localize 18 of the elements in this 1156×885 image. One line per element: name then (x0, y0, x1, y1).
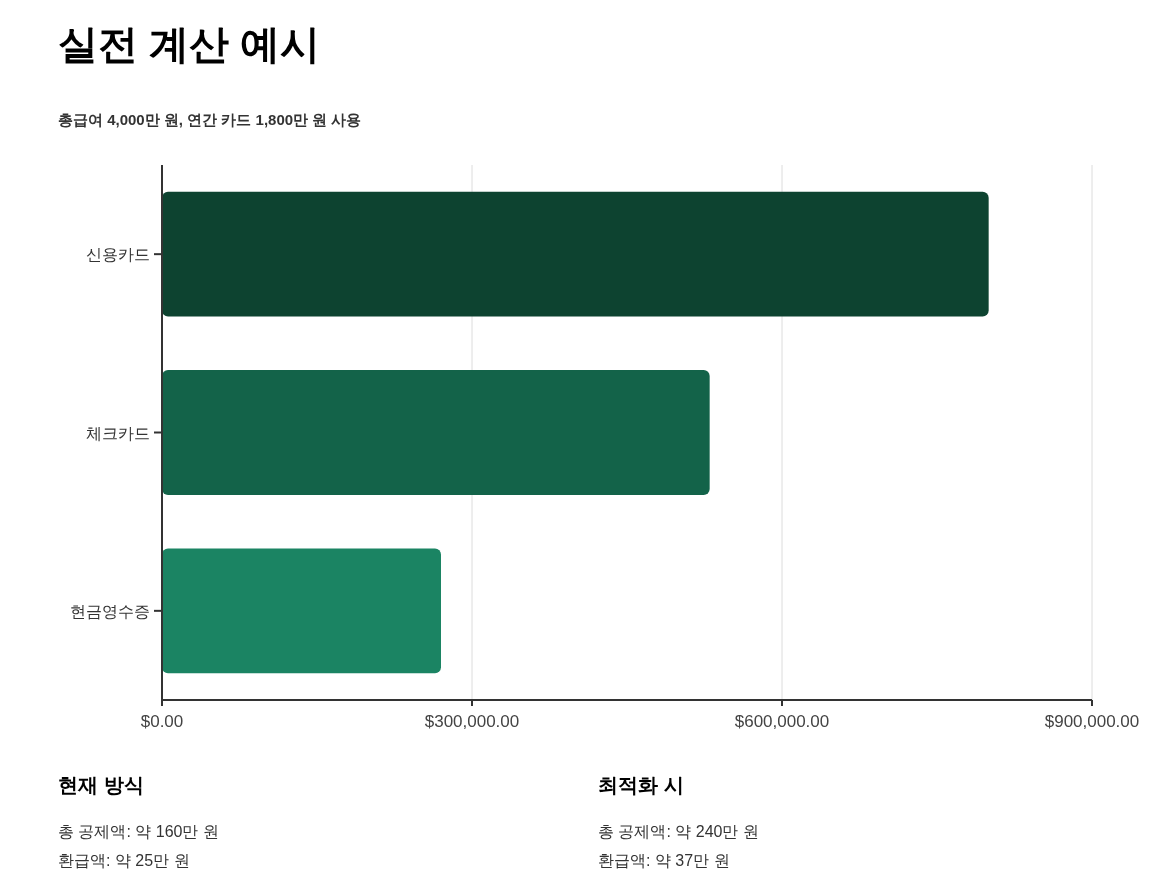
text: 환급액: 약 37만 원 (598, 852, 730, 869)
x-tick-label: $0.00 (140, 712, 184, 731)
text: 현재 방식 (58, 774, 144, 796)
text: 환급액: 약 25만 원 (58, 852, 190, 869)
bar (162, 548, 441, 674)
x-tick-label: $600,000.00 (734, 712, 830, 731)
bar (162, 191, 989, 317)
text: 총 공제액: 약 240만 원 (598, 823, 759, 840)
bar (162, 370, 710, 495)
x-tick-label: $300,000.00 (424, 712, 520, 731)
y-tick-label: 신용카드 (86, 246, 150, 264)
text: 총 공제액: 약 160만 원 (58, 823, 219, 840)
y-tick-label: 현금영수증 (70, 602, 150, 620)
chart-subtitle: 총급여 4,000만 원, 연간 카드 1,800만 원 사용 (58, 111, 362, 128)
y-tick-label: 체크카드 (86, 424, 150, 442)
chart-title: 실전 계산 예시 (58, 22, 321, 66)
text: 최적화 시 (598, 774, 684, 796)
x-tick-label: $900,000.00 (1044, 712, 1140, 731)
